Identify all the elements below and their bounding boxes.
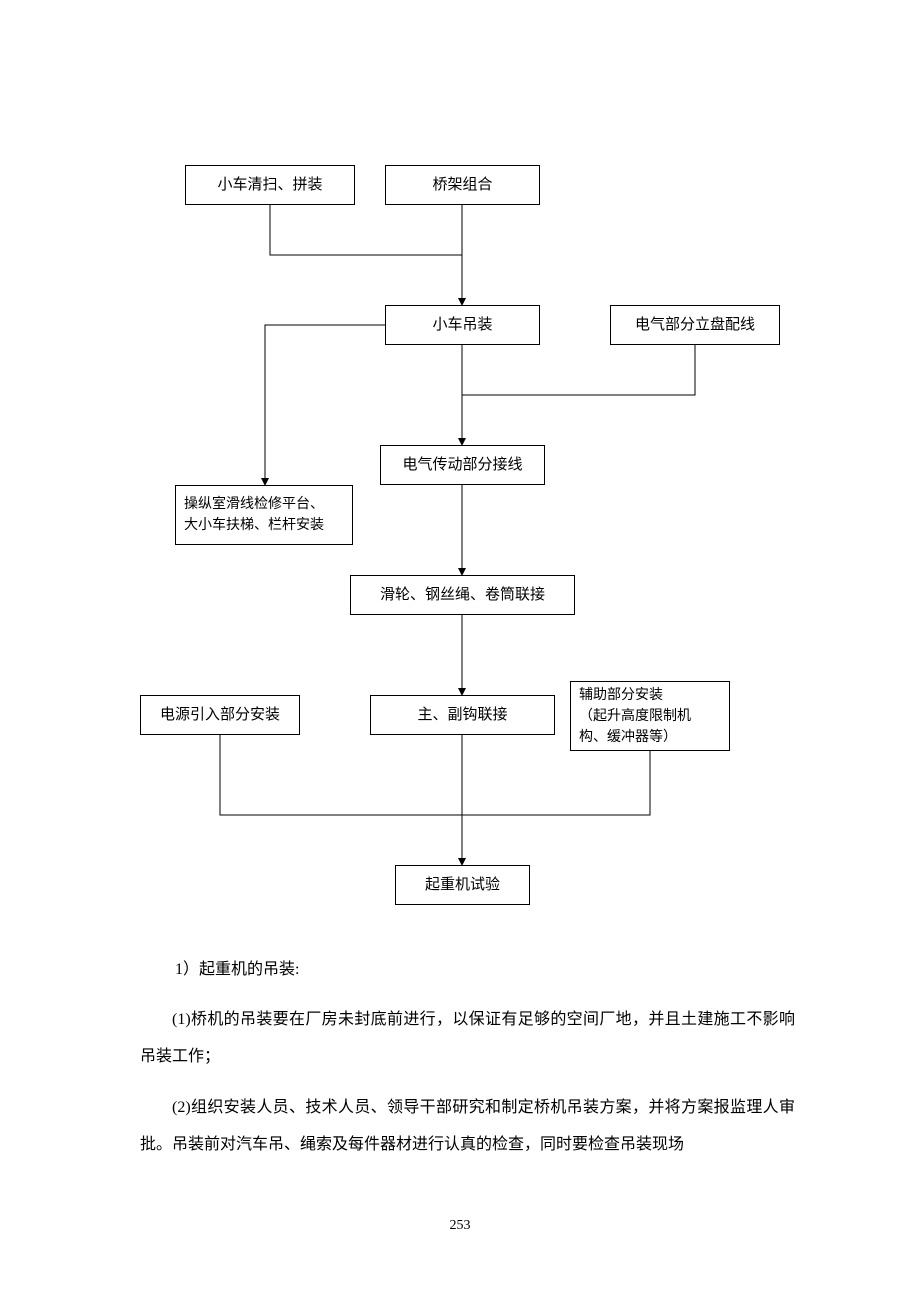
flowchart-lines bbox=[0, 165, 920, 945]
node-label: 起重机试验 bbox=[425, 874, 500, 897]
paragraph-1: (1)桥机的吊装要在厂房未封底前进行，以保证有足够的空间厂地，并且土建施工不影响… bbox=[140, 1002, 795, 1076]
node-label: 小车清扫、拼装 bbox=[217, 174, 322, 197]
node-n4: 电气部分立盘配线 bbox=[610, 305, 780, 345]
paragraph-2: (2)组织安装人员、技术人员、领导干部研究和制定桥机吊装方案，并将方案报监理人审… bbox=[140, 1090, 795, 1164]
node-n7: 滑轮、钢丝绳、卷筒联接 bbox=[350, 575, 575, 615]
node-label-line: （起升高度限制机 bbox=[579, 706, 691, 727]
node-n1: 小车清扫、拼装 bbox=[185, 165, 355, 205]
node-label: 小车吊装 bbox=[432, 314, 492, 337]
node-label: 主、副钩联接 bbox=[417, 704, 507, 727]
heading-1: 1）起重机的吊装: bbox=[175, 952, 795, 989]
node-n11: 起重机试验 bbox=[395, 865, 530, 905]
node-label: 桥架组合 bbox=[432, 174, 492, 197]
node-label: 电源引入部分安装 bbox=[160, 704, 280, 727]
node-n2: 桥架组合 bbox=[385, 165, 540, 205]
node-n9: 主、副钩联接 bbox=[370, 695, 555, 735]
node-label-line: 大小车扶梯、栏杆安装 bbox=[184, 515, 324, 536]
node-n5: 电气传动部分接线 bbox=[380, 445, 545, 485]
node-n6: 操纵室滑线检修平台、 大小车扶梯、栏杆安装 bbox=[175, 485, 353, 545]
node-label-line: 构、缓冲器等） bbox=[579, 727, 677, 748]
node-label: 电气部分立盘配线 bbox=[635, 314, 755, 337]
node-label: 电气传动部分接线 bbox=[402, 454, 522, 477]
node-label-line: 操纵室滑线检修平台、 bbox=[184, 494, 324, 515]
node-n3: 小车吊装 bbox=[385, 305, 540, 345]
node-n8: 电源引入部分安装 bbox=[140, 695, 300, 735]
flowchart-container: 小车清扫、拼装 桥架组合 小车吊装 电气部分立盘配线 电气传动部分接线 操纵室滑… bbox=[0, 165, 920, 945]
node-label-line: 辅助部分安装 bbox=[579, 685, 663, 706]
page-number: 253 bbox=[0, 1218, 920, 1234]
node-label: 滑轮、钢丝绳、卷筒联接 bbox=[380, 584, 545, 607]
node-n10: 辅助部分安装 （起升高度限制机 构、缓冲器等） bbox=[570, 681, 730, 751]
